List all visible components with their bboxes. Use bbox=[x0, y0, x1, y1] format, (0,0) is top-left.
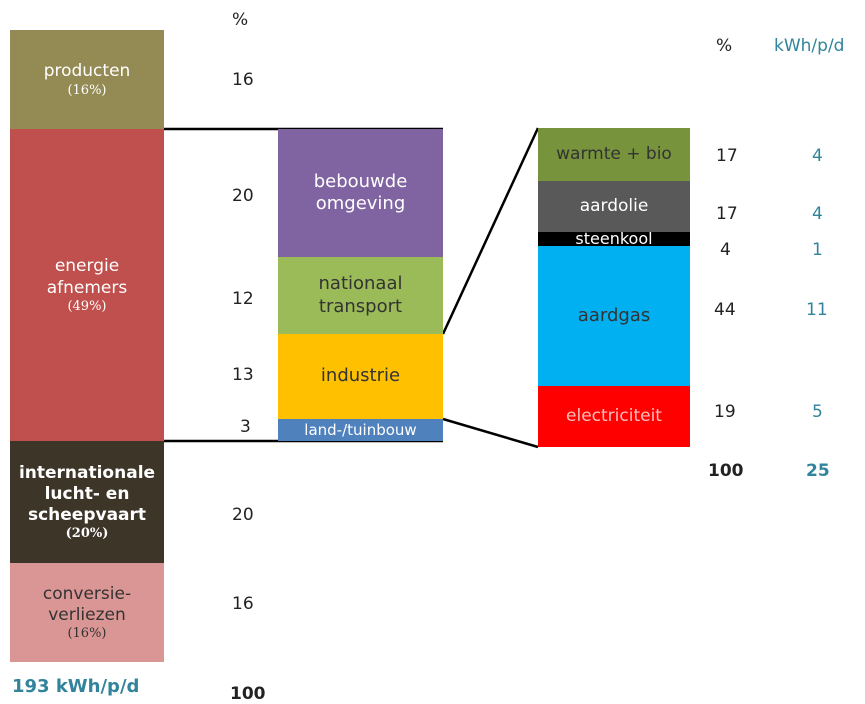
col3-pct-warmte: 17 bbox=[716, 146, 738, 166]
segment-label: land-/tuinbouw bbox=[304, 420, 417, 439]
segment-label: steenkool bbox=[575, 232, 653, 246]
col1-total-kwh: 193 kWh/p/d bbox=[12, 676, 140, 697]
segment-label: warmte + bio bbox=[556, 143, 672, 164]
segment-aardgas: aardgas bbox=[538, 246, 690, 386]
col1-pct-header: % bbox=[232, 10, 249, 30]
segment-label: bebouwde omgeving bbox=[313, 170, 408, 215]
segment-electriciteit: electriciteit bbox=[538, 386, 690, 447]
col3-kwh-steenkool: 1 bbox=[812, 240, 823, 260]
segment-warmte-bio: warmte + bio bbox=[538, 128, 690, 181]
col3-total-pct: 100 bbox=[708, 461, 744, 481]
segment-nationaal-transport: nationaal transport bbox=[278, 257, 443, 334]
segment-aardolie: aardolie bbox=[538, 181, 690, 232]
col3-pct-aardgas: 44 bbox=[714, 300, 736, 320]
col2-pct-bebouwde: 20 bbox=[232, 186, 254, 206]
col2-pct-landbouw: 3 bbox=[240, 417, 251, 437]
col3-kwh-header: kWh/p/d bbox=[774, 36, 845, 56]
segment-internationale: internationale lucht- en scheepvaart (20… bbox=[10, 441, 164, 563]
segment-label: electriciteit bbox=[566, 405, 662, 426]
segment-pct: (49%) bbox=[67, 298, 107, 314]
segment-label: industrie bbox=[320, 365, 401, 387]
segment-label: producten bbox=[43, 61, 131, 82]
col1-pct-internationale: 20 bbox=[232, 505, 254, 525]
segment-pct: (16%) bbox=[67, 82, 107, 98]
segment-producten: producten (16%) bbox=[10, 30, 164, 129]
col3-pct-aardolie: 17 bbox=[716, 204, 738, 224]
connector-diag-top bbox=[441, 127, 540, 335]
col3-kwh-electriciteit: 5 bbox=[812, 402, 823, 422]
col2-pct-industrie: 13 bbox=[232, 365, 254, 385]
segment-pct: (20%) bbox=[65, 526, 109, 542]
col3-kwh-aardolie: 4 bbox=[812, 204, 823, 224]
segment-label: conversie-verliezen bbox=[42, 583, 132, 625]
col3-kwh-aardgas: 11 bbox=[806, 300, 828, 320]
col2-pct-transport: 12 bbox=[232, 289, 254, 309]
col3-pct-steenkool: 4 bbox=[720, 240, 731, 260]
segment-industrie: industrie bbox=[278, 334, 443, 419]
segment-conversieverliezen: conversie-verliezen (16%) bbox=[10, 563, 164, 662]
col1-pct-conversie: 16 bbox=[232, 594, 254, 614]
segment-label: internationale lucht- en scheepvaart bbox=[18, 462, 156, 526]
col1-total-pct: 100 bbox=[230, 684, 266, 704]
col3-pct-electriciteit: 19 bbox=[714, 402, 736, 422]
segment-label: aardolie bbox=[579, 195, 649, 216]
segment-label: nationaal transport bbox=[318, 273, 403, 317]
col1-pct-producten: 16 bbox=[232, 70, 254, 90]
connector-diag-bottom bbox=[442, 417, 539, 449]
col3-kwh-warmte: 4 bbox=[812, 146, 823, 166]
col3-pct-header: % bbox=[716, 36, 733, 56]
segment-steenkool: steenkool bbox=[538, 232, 690, 246]
col3-total-kwh: 25 bbox=[806, 461, 830, 481]
segment-label: aardgas bbox=[577, 304, 651, 326]
segment-bebouwde-omgeving: bebouwde omgeving bbox=[278, 129, 443, 257]
segment-energie-afnemers: energie afnemers (49%) bbox=[10, 129, 164, 441]
segment-land-tuinbouw: land-/tuinbouw bbox=[278, 419, 443, 441]
segment-label: energie afnemers bbox=[46, 256, 128, 298]
segment-pct: (16%) bbox=[67, 626, 107, 642]
